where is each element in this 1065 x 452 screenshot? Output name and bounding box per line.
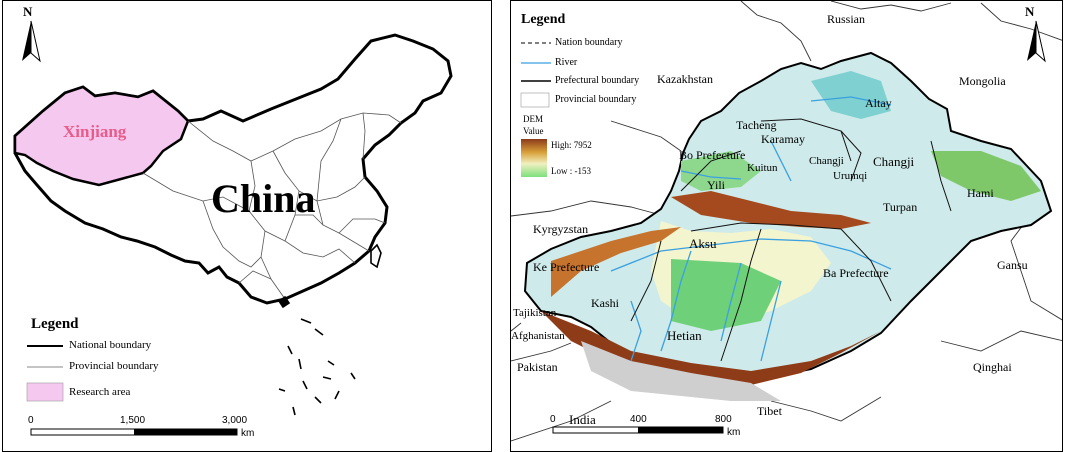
scale-right-tick-1: 400 (630, 414, 647, 425)
label-urumqi: Urumqi (833, 170, 868, 182)
dem-map-svg (511, 1, 1062, 442)
legend-item-national: National boundary (69, 339, 152, 351)
label-turpan: Turpan (883, 200, 918, 214)
north-arrow-icon-right (1027, 20, 1046, 63)
label-tacheng: Tacheng (736, 118, 777, 132)
label-kuitun: Kuitun (747, 162, 778, 174)
label-yili: Yili (707, 178, 726, 192)
label-mongolia: Mongolia (959, 74, 1006, 88)
label-qinghai: Qinghai (973, 360, 1012, 374)
dem-high-label: High: 7952 (551, 140, 592, 150)
label-bo-prefecture: Bo Prefecture (679, 148, 746, 162)
desert-lowland (671, 259, 781, 331)
scale-right-tick-0: 0 (550, 414, 556, 425)
dem-title: DEM (523, 114, 543, 124)
label-changji-small: Changji (809, 155, 844, 167)
label-kazakhstan: Kazakhstan (657, 72, 713, 86)
label-kyrgyzstan: Kyrgyzstan (533, 222, 589, 236)
tianshan-main (671, 191, 871, 229)
scale-unit: km (241, 428, 255, 439)
scale-tick-0: 0 (28, 415, 34, 426)
legend-item-provincial: Provincial boundary (555, 94, 637, 105)
xinjiang-research-area (13, 85, 190, 187)
xinjiang-label: Xinjiang (63, 122, 127, 141)
legend-dem-ramp (521, 139, 547, 177)
legend-title: Legend (31, 316, 79, 332)
rivers (610, 96, 892, 362)
dem-value-title: Value (523, 126, 544, 136)
north-arrow-icon (22, 20, 41, 63)
label-aksu: Aksu (689, 236, 717, 251)
label-pakistan: Pakistan (517, 360, 558, 374)
legend-research-swatch (26, 382, 64, 402)
legend-item-prefectural: Prefectural boundary (555, 75, 640, 86)
scale-right-unit: km (727, 427, 741, 438)
scale-bar-right-black (638, 427, 723, 433)
legend-title-right: Legend (521, 12, 566, 27)
label-karamay: Karamay (761, 132, 805, 146)
xinjiang-dem-map: Legend Nation boundary River Prefectural… (510, 0, 1063, 452)
legend-item-provincial: Provincial boundary (69, 360, 159, 372)
prefectural-boundaries (630, 118, 952, 362)
label-tibet: Tibet (757, 404, 782, 418)
kunlun-mountains (541, 311, 881, 385)
label-afghanistan: Afghanistan (511, 330, 565, 342)
legend-item-nation: Nation boundary (555, 37, 623, 48)
scale-tick-2: 3,000 (222, 415, 248, 426)
provincial-boundaries (142, 112, 402, 300)
north-label-right: N (1025, 4, 1035, 19)
scale-right-tick-2: 800 (715, 414, 732, 425)
south-sea-islands (277, 243, 382, 416)
label-altay: Altay (865, 96, 892, 110)
north-label: N (23, 4, 33, 19)
label-hami: Hami (967, 186, 994, 200)
scale-bar-left-black (134, 429, 237, 435)
label-ba-prefecture: Ba Prefecture (823, 266, 889, 280)
label-gansu: Gansu (997, 258, 1028, 272)
label-ke-prefecture: Ke Prefecture (533, 260, 600, 274)
label-tajikistan: Tajikistan (513, 307, 557, 319)
scale-tick-1: 1,500 (120, 415, 146, 426)
legend-provincial-swatch (520, 92, 550, 108)
label-russian: Russian (827, 12, 866, 26)
china-label: China (211, 176, 316, 221)
hami-terrain (931, 151, 1041, 201)
altay-terrain (811, 71, 891, 119)
label-kashi: Kashi (591, 296, 619, 310)
highlands-grey (581, 341, 781, 401)
dem-low-label: Low : -153 (551, 166, 591, 176)
legend-item-research: Research area (69, 386, 131, 398)
tianshan-west (551, 227, 681, 297)
china-map-svg (13, 20, 453, 436)
label-hetian: Hetian (667, 328, 702, 343)
legend-item-river: River (555, 57, 578, 68)
label-india: India (569, 412, 596, 427)
label-changji: Changji (873, 154, 915, 169)
yili-terrain (681, 151, 761, 191)
china-location-map: N Xinjiang China Legend National boundar… (2, 0, 492, 452)
